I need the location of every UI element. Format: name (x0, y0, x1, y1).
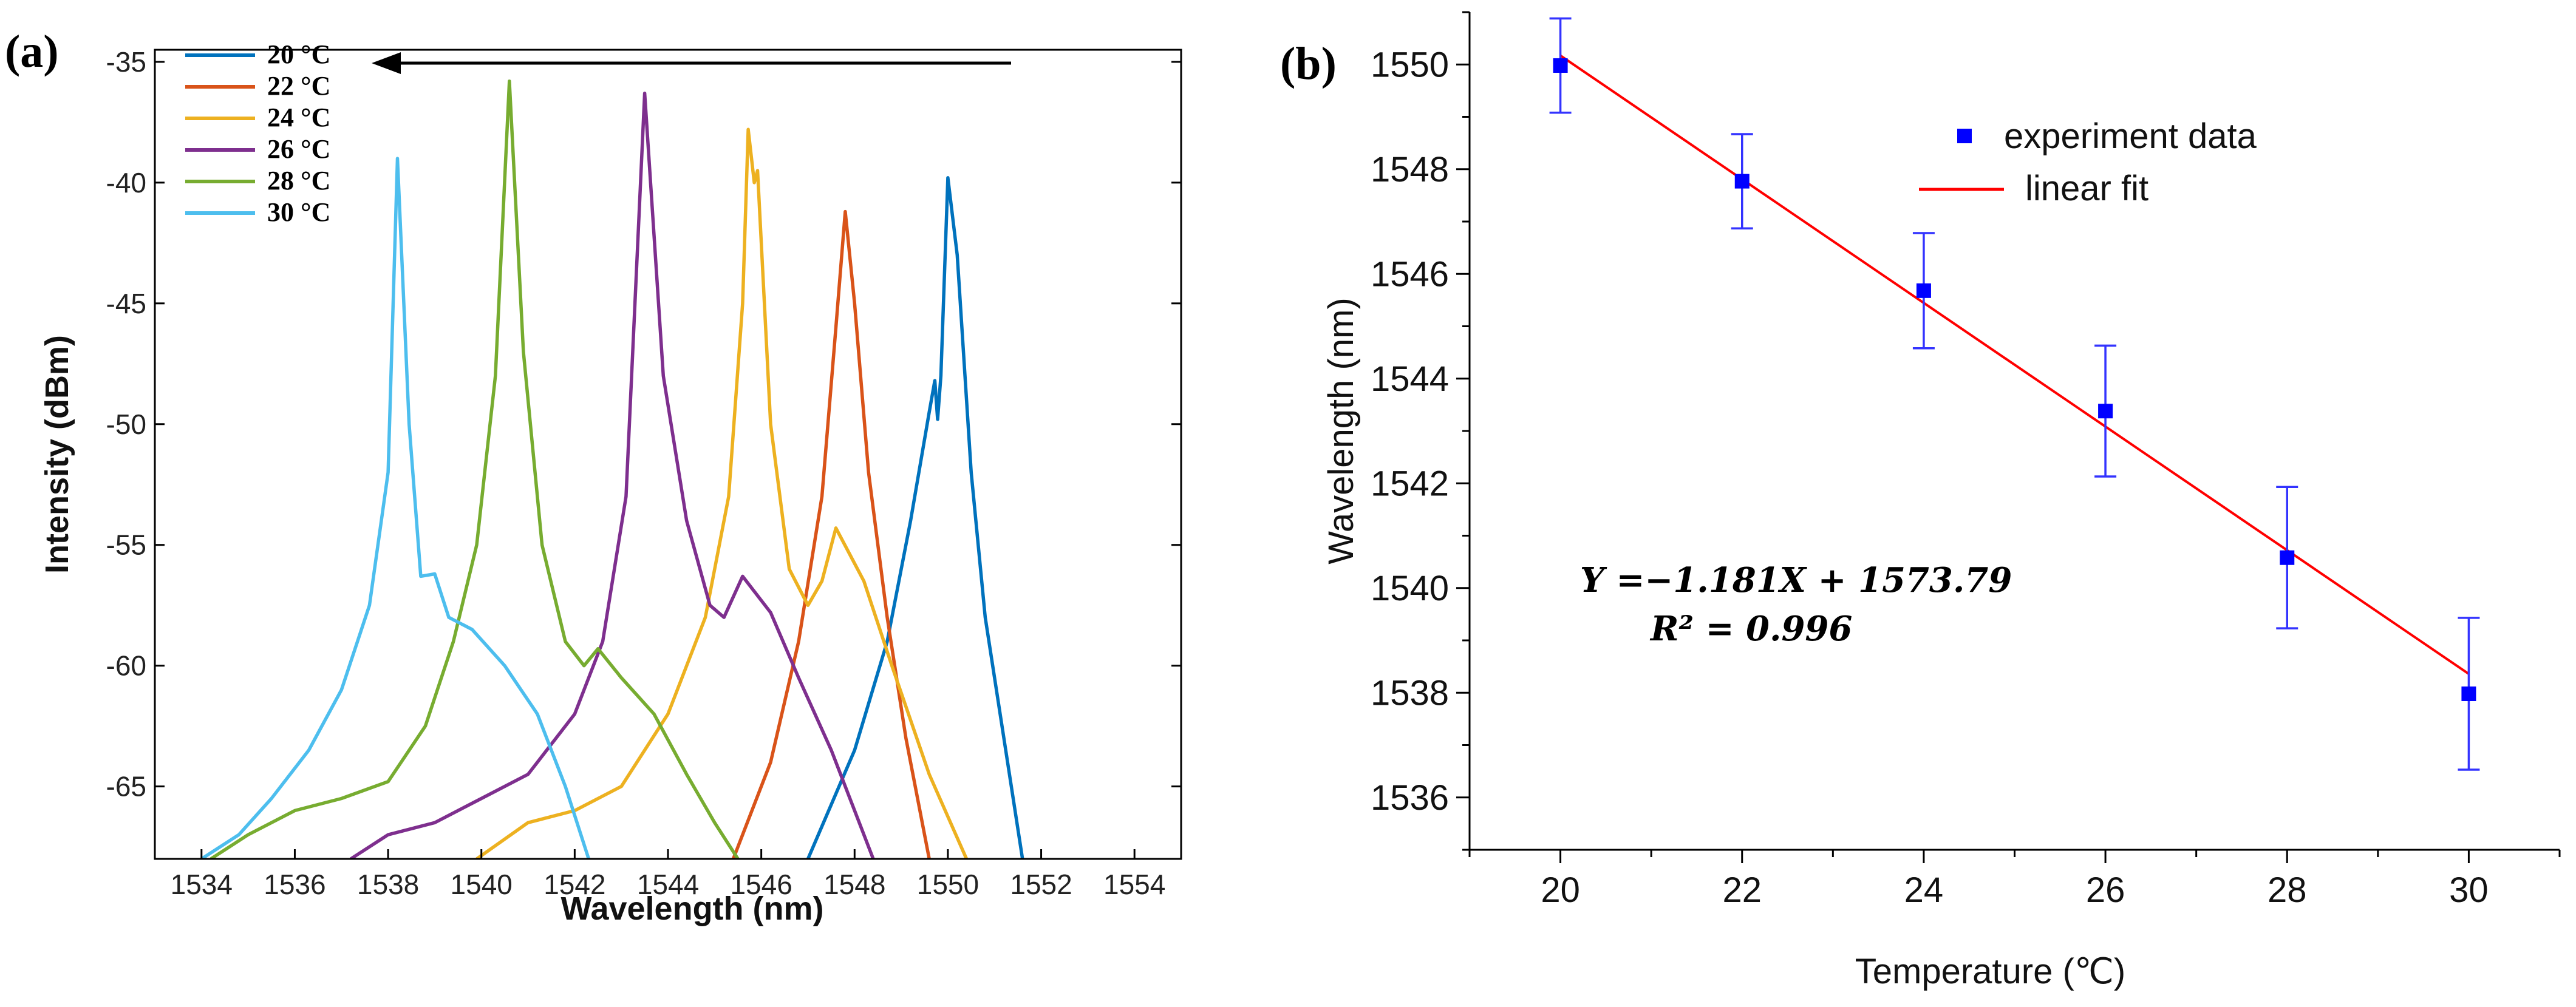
x-tick-label: 1552 (1010, 869, 1072, 900)
y-tick-label: 1540 (1371, 569, 1449, 608)
x-tick-label: 1538 (357, 869, 419, 900)
x-tick-label: 1548 (823, 869, 885, 900)
panel-a-series-group (200, 79, 1024, 859)
legend-label: 22 °C (267, 71, 330, 101)
panel-b: (b) 20 22 24 26 28 30 1536 1538 1540 1542 1544 1546 1… (1280, 11, 2561, 991)
trend-arrow-head (372, 52, 401, 74)
x-tick-label: 30 (2449, 870, 2489, 910)
x-tick-label: 1540 (451, 869, 513, 900)
x-tick-label: 24 (1904, 870, 1944, 910)
x-tick-label: 28 (2268, 870, 2307, 910)
x-tick-label: 1534 (171, 869, 233, 900)
y-tick-label: -65 (106, 771, 146, 802)
y-tick-label: -50 (106, 409, 146, 440)
legend-label: 20 °C (267, 39, 330, 69)
y-tick-label: 1536 (1371, 778, 1449, 818)
y-tick-label: 1544 (1371, 359, 1449, 399)
data-point (1553, 58, 1568, 73)
panel-b-label: (b) (1280, 38, 1337, 89)
legend-label: 24 °C (267, 103, 330, 132)
y-tick-label: -35 (106, 46, 146, 78)
x-tick-label: 20 (1541, 870, 1580, 910)
series-line-20C (806, 176, 1024, 859)
x-axis-label: Temperature (℃) (1855, 952, 2125, 991)
y-tick-label: -45 (106, 288, 146, 319)
legend-marker-experiment (1957, 129, 1972, 143)
legend-label: 28 °C (267, 166, 330, 195)
series-line-26C (350, 91, 875, 859)
x-tick-label: 1550 (917, 869, 979, 900)
data-point (1916, 283, 1931, 298)
y-tick-label: 1546 (1371, 254, 1449, 294)
legend-label: 30 °C (267, 197, 330, 227)
series-line-28C (210, 79, 740, 859)
y-tick-label: -60 (106, 650, 146, 682)
x-tick-label: 22 (1722, 870, 1762, 910)
series-line-22C (731, 209, 931, 859)
y-tick-label: 1538 (1371, 673, 1449, 713)
fit-line (1559, 54, 2470, 675)
x-tick-label: 1536 (264, 869, 325, 900)
y-tick-label: -40 (106, 167, 146, 198)
data-point (1734, 174, 1750, 189)
y-axis-label: Intensity (dBm) (39, 335, 75, 574)
y-tick-label: 1548 (1371, 150, 1449, 189)
x-tick-label: 1554 (1103, 869, 1165, 900)
series-line-30C (200, 157, 591, 859)
y-tick-label: 1550 (1371, 45, 1449, 84)
legend-label-fit: linear fit (2025, 169, 2148, 208)
y-tick-label: 1542 (1371, 464, 1449, 503)
y-axis-label: Wavelength (nm) (1321, 297, 1361, 564)
panel-a: (a) 1534 1536 1538 1540 1542 1544 1546 1548 1550 1… (5, 26, 1182, 927)
x-tick-label: 26 (2086, 870, 2125, 910)
fit-equation: Y =−1.181X + 1573.79 (1580, 560, 2012, 600)
series-line-24C (475, 127, 969, 859)
legend-label-experiment: experiment data (2004, 117, 2257, 156)
x-tick-label: 1544 (637, 869, 699, 900)
x-axis-label: Wavelength (nm) (561, 890, 823, 927)
data-point (2280, 550, 2295, 565)
y-tick-label: -55 (106, 529, 146, 561)
fit-r-squared: R² = 0.996 (1649, 609, 1852, 649)
data-point (2461, 686, 2476, 701)
panel-a-label: (a) (5, 26, 59, 77)
legend-label: 26 °C (267, 134, 330, 164)
data-point (2098, 404, 2113, 419)
x-tick-label: 1542 (543, 869, 605, 900)
x-tick-label: 1546 (730, 869, 792, 900)
